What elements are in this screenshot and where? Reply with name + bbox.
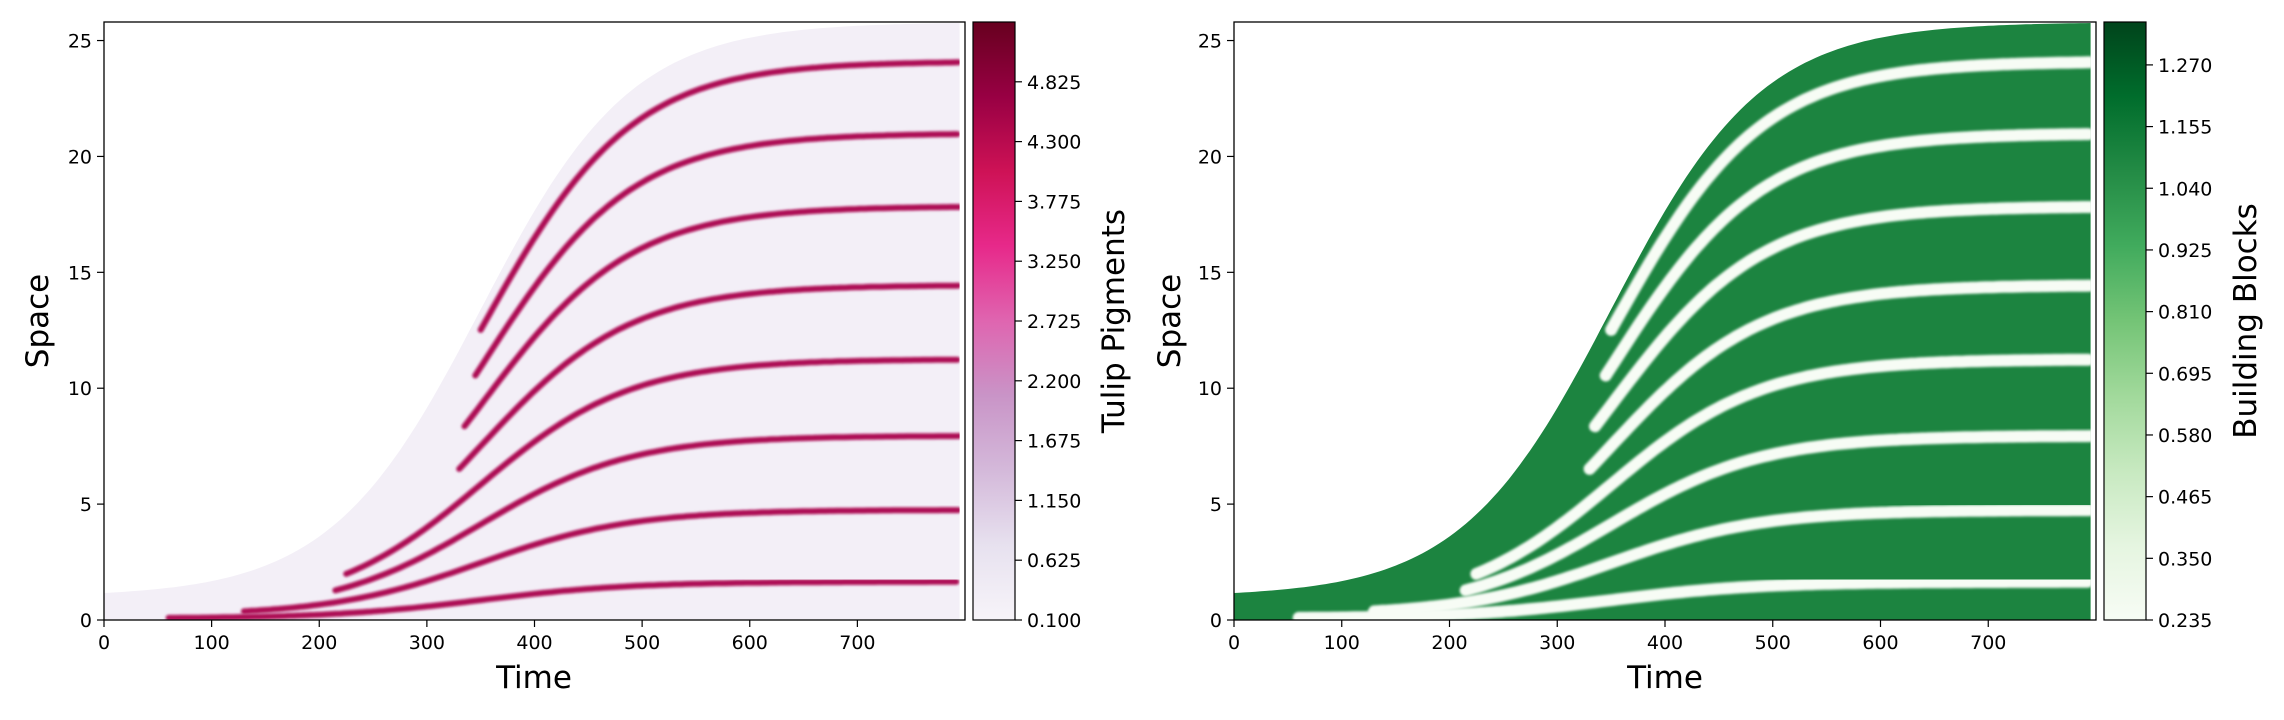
colorbar-label: Tulip Pigments [1096, 209, 1132, 434]
colorbar [972, 21, 1016, 621]
y-axis-ticks: 0 5 10 15 20 25 [1198, 31, 1234, 632]
y-tick-label: 20 [68, 146, 92, 168]
y-tick-label: 5 [80, 494, 92, 516]
colorbar-label: Building Blocks [2228, 203, 2264, 439]
y-tick-label: 0 [80, 610, 92, 632]
stripe-8 [477, 59, 960, 333]
colorbar-ticks: 0.100 0.625 1.150 1.675 2.200 2.725 3.250 3.775… [1015, 72, 1081, 632]
colorbar-tick-label: 3.250 [1027, 251, 1081, 273]
y-tick-label: 5 [1210, 494, 1222, 516]
stripe-2 [1368, 504, 2091, 618]
colorbar-tick-label: 0.350 [2158, 548, 2212, 570]
colorbar-tick-label: 0.695 [2158, 363, 2212, 385]
y-tick-label: 15 [1198, 262, 1222, 284]
x-tick-label: 500 [1755, 632, 1791, 654]
y-tick-label: 20 [1198, 146, 1222, 168]
x-tick-label: 700 [839, 632, 875, 654]
panel-tulip-pigments: 0 100 200 300 400 500 600 700 0 5 10 15 20 25 Time S… [20, 21, 1132, 696]
colorbar-tick-label: 1.270 [2158, 55, 2212, 77]
stripe-7 [1599, 128, 2091, 382]
colorbar-tick-label: 0.925 [2158, 240, 2212, 262]
colorbar-tick-label: 4.300 [1027, 132, 1081, 154]
colorbar-tick-label: 4.825 [1027, 72, 1081, 94]
x-tick-label: 300 [1539, 632, 1575, 654]
colorbar-tick-label: 0.100 [1027, 610, 1081, 632]
stripe-7 [472, 131, 960, 379]
colorbar-tick-label: 0.580 [2158, 425, 2212, 447]
y-tick-label: 10 [68, 378, 92, 400]
colorbar-tick-label: 0.465 [2158, 487, 2212, 509]
stripe-2 [240, 507, 960, 615]
stripe-3 [1459, 430, 2091, 597]
y-tick-label: 10 [1198, 378, 1222, 400]
colorbar-ticks: 0.235 0.350 0.465 0.580 0.695 0.810 0.925 1.040… [2146, 55, 2212, 632]
x-axis-label: Time [1626, 660, 1703, 696]
domain-background [104, 23, 960, 620]
y-axis-label: Space [20, 274, 56, 368]
x-tick-label: 300 [409, 632, 445, 654]
x-tick-label: 400 [516, 632, 552, 654]
stripe-8 [1605, 56, 2091, 336]
x-tick-label: 200 [301, 632, 337, 654]
stripe-3 [332, 433, 960, 594]
stripe-5 [1583, 279, 2091, 475]
colorbar [2103, 21, 2147, 621]
panel-building-blocks: 0 100 200 300 400 500 600 700 0 5 10 15 20 25 Time S… [1152, 21, 2264, 696]
stripe-6 [461, 204, 960, 430]
colorbar-tick-label: 3.775 [1027, 191, 1081, 213]
x-tick-label: 600 [732, 632, 768, 654]
x-tick-label: 100 [193, 632, 229, 654]
x-tick-label: 0 [98, 632, 110, 654]
colorbar-tick-label: 2.200 [1027, 371, 1081, 393]
y-tick-label: 15 [68, 262, 92, 284]
x-tick-label: 500 [624, 632, 660, 654]
x-tick-label: 600 [1862, 632, 1898, 654]
colorbar-tick-label: 1.040 [2158, 178, 2212, 200]
x-tick-label: 100 [1324, 632, 1360, 654]
stripe-6 [1589, 201, 2091, 433]
stripe-4 [1470, 353, 2091, 580]
stripe-1 [165, 578, 960, 620]
x-axis-label: Time [495, 660, 572, 696]
x-axis-ticks: 0 100 200 300 400 500 600 700 [1228, 620, 2006, 654]
heatmap-tulip-pigments [104, 23, 960, 620]
x-axis-ticks: 0 100 200 300 400 500 600 700 [98, 620, 876, 654]
y-tick-label: 0 [1210, 610, 1222, 632]
colorbar-tick-label: 2.725 [1027, 311, 1081, 333]
colorbar-tick-label: 0.235 [2158, 610, 2212, 632]
colorbar-tick-label: 0.625 [1027, 550, 1081, 572]
y-axis-ticks: 0 5 10 15 20 25 [68, 31, 104, 632]
colorbar-tick-label: 1.155 [2158, 117, 2212, 139]
x-tick-label: 0 [1228, 632, 1240, 654]
stripe-4 [343, 356, 960, 577]
x-tick-label: 200 [1431, 632, 1467, 654]
domain-background [1234, 23, 2091, 620]
y-axis-label: Space [1152, 274, 1188, 368]
colorbar-tick-label: 1.150 [1027, 490, 1081, 512]
heatmap-building-blocks [1234, 23, 2091, 620]
y-tick-label: 25 [1198, 31, 1222, 53]
colorbar-tick-label: 0.810 [2158, 302, 2212, 324]
x-tick-label: 700 [1970, 632, 2006, 654]
x-tick-label: 400 [1647, 632, 1683, 654]
y-tick-label: 25 [68, 31, 92, 53]
stripe-5 [456, 282, 960, 472]
colorbar-tick-label: 1.675 [1027, 431, 1081, 453]
stripe-1 [1292, 575, 2091, 620]
